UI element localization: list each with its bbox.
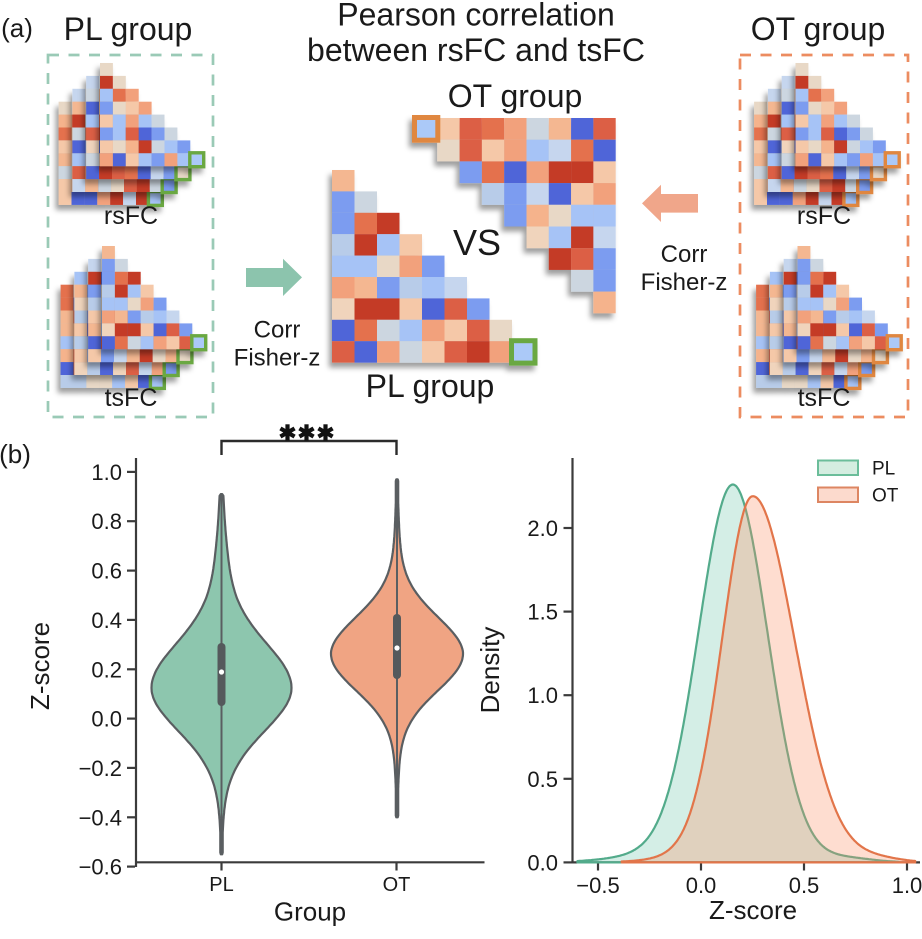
svg-text:1.0: 1.0 <box>527 683 558 708</box>
svg-text:Density: Density <box>475 627 505 714</box>
svg-text:0.2: 0.2 <box>91 657 122 682</box>
svg-text:VS: VS <box>453 222 501 263</box>
svg-text:Corr: Corr <box>661 241 708 268</box>
svg-text:0.0: 0.0 <box>527 850 558 875</box>
svg-text:2.0: 2.0 <box>527 516 558 541</box>
svg-text:OT: OT <box>872 486 899 507</box>
svg-text:OT group: OT group <box>448 78 583 114</box>
svg-text:Fisher-z: Fisher-z <box>234 345 321 372</box>
svg-text:Z-score: Z-score <box>709 895 797 925</box>
svg-text:0.0: 0.0 <box>686 873 717 898</box>
svg-text:PL: PL <box>872 459 895 480</box>
svg-text:(b): (b) <box>0 439 31 469</box>
svg-text:−0.6: −0.6 <box>79 855 122 880</box>
svg-text:0.5: 0.5 <box>789 873 820 898</box>
svg-text:rsFC: rsFC <box>104 202 158 230</box>
svg-text:−0.4: −0.4 <box>79 805 122 830</box>
svg-text:between rsFC and tsFC: between rsFC and tsFC <box>307 32 645 68</box>
svg-text:Corr: Corr <box>254 317 301 344</box>
svg-text:0.6: 0.6 <box>91 559 122 584</box>
svg-text:0.8: 0.8 <box>91 509 122 534</box>
svg-text:PL group: PL group <box>366 368 495 404</box>
svg-text:−0.2: −0.2 <box>79 756 122 781</box>
svg-text:1.0: 1.0 <box>892 873 922 898</box>
svg-text:OT group: OT group <box>751 11 886 47</box>
svg-text:Pearson correlation: Pearson correlation <box>337 0 614 33</box>
svg-text:1.0: 1.0 <box>91 460 122 485</box>
svg-text:OT: OT <box>383 874 411 896</box>
svg-text:tsFC: tsFC <box>798 384 851 412</box>
svg-text:0.4: 0.4 <box>91 608 122 633</box>
svg-text:0.5: 0.5 <box>527 767 558 792</box>
svg-text:PL group: PL group <box>64 11 193 47</box>
svg-text:1.5: 1.5 <box>527 600 558 625</box>
svg-text:(a): (a) <box>1 13 33 43</box>
svg-text:rsFC: rsFC <box>797 202 851 230</box>
svg-text:0.0: 0.0 <box>91 707 122 732</box>
svg-text:Z-score: Z-score <box>25 622 55 710</box>
svg-text:Group: Group <box>274 897 346 927</box>
svg-text:Fisher-z: Fisher-z <box>641 269 728 296</box>
svg-text:PL: PL <box>209 874 233 896</box>
svg-text:tsFC: tsFC <box>105 384 158 412</box>
svg-text:−0.5: −0.5 <box>576 873 619 898</box>
